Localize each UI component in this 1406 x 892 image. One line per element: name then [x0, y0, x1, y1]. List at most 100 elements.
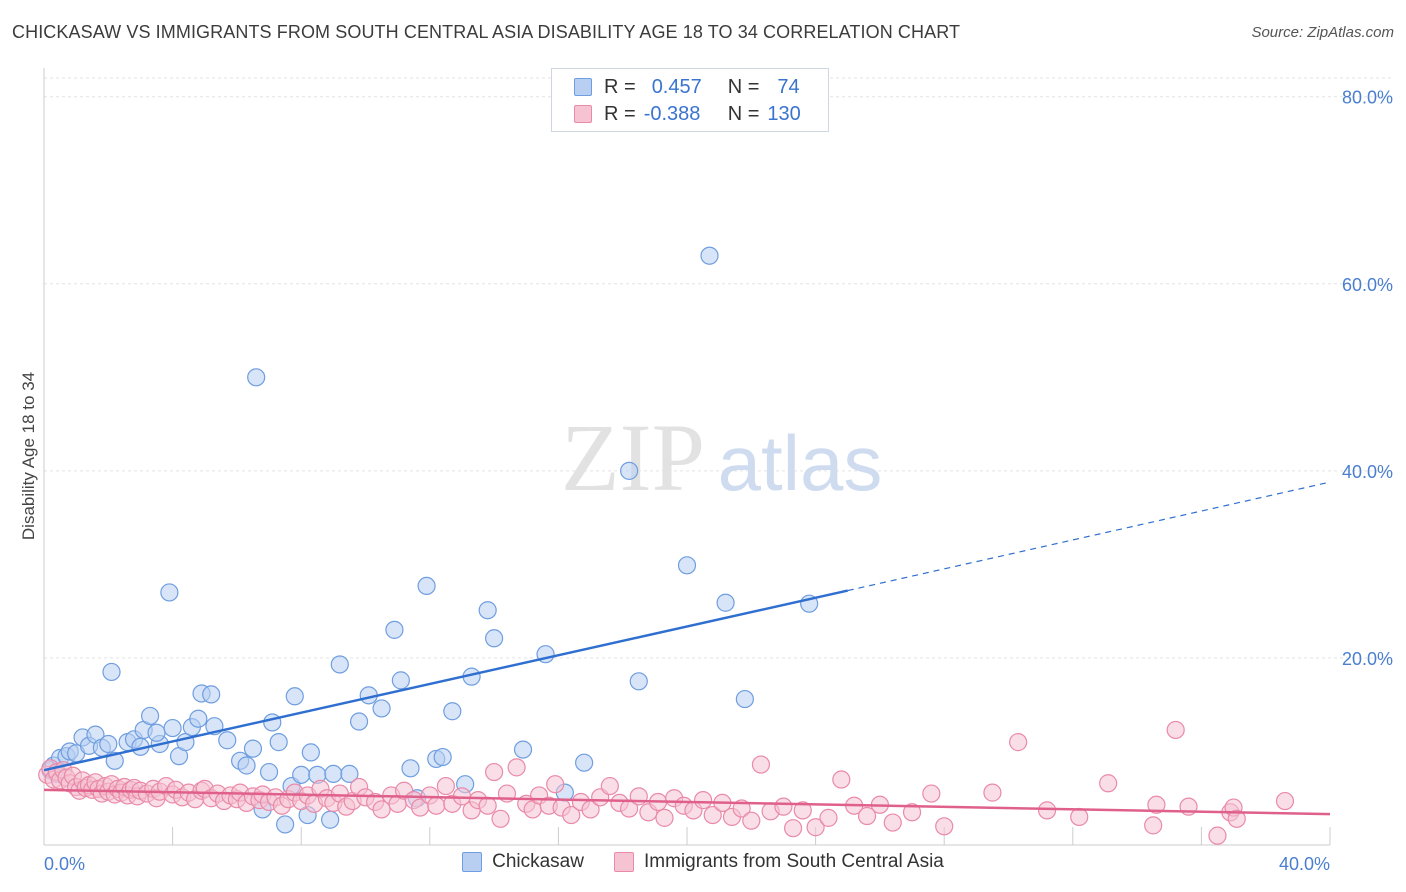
data-point — [1070, 807, 1089, 827]
legend-r-label: R = — [604, 75, 636, 98]
data-point — [857, 806, 877, 826]
data-point — [832, 770, 851, 789]
data-point — [485, 762, 504, 782]
data-point — [1147, 795, 1166, 814]
series-swatch-pink — [613, 852, 634, 872]
grid-lines — [44, 77, 1392, 659]
data-point — [292, 765, 311, 784]
data-point — [513, 740, 533, 759]
data-point — [793, 801, 812, 820]
data-point — [285, 687, 304, 706]
series-legend-chickasaw: Chickasaw — [462, 851, 584, 873]
data-point — [99, 734, 118, 754]
data-point — [189, 709, 208, 728]
data-point — [902, 803, 922, 822]
data-point — [774, 797, 793, 816]
data-point — [417, 576, 436, 596]
data-point — [806, 818, 825, 837]
data-point — [1208, 826, 1227, 845]
data-point — [485, 629, 504, 648]
data-point — [163, 718, 182, 738]
data-point — [269, 733, 288, 752]
data-point — [922, 784, 941, 803]
legend-r-value: -0.388 — [643, 102, 701, 125]
data-point — [883, 813, 902, 832]
data-point — [247, 368, 266, 387]
series-swatch-blue — [462, 852, 483, 872]
chickasaw-trend-line — [43, 589, 849, 772]
data-point — [102, 662, 121, 682]
data-point — [742, 811, 761, 830]
data-point — [427, 796, 446, 815]
data-point — [259, 762, 279, 782]
data-point — [575, 753, 594, 772]
data-point — [620, 461, 639, 480]
data-point — [677, 556, 697, 575]
data-point — [237, 756, 256, 775]
data-point — [324, 764, 343, 784]
tick-labels: 20.0% 40.0% 60.0% 80.0% 0.0% 40.0% — [44, 88, 1393, 874]
data-point — [693, 791, 713, 810]
data-point — [436, 776, 455, 796]
data-point — [276, 815, 295, 834]
watermark: ZIP atlas — [561, 404, 882, 511]
data-point — [783, 819, 803, 838]
immigrants-trend-line — [43, 788, 1331, 816]
legend-n-value: 130 — [767, 102, 801, 125]
data-point — [600, 776, 619, 796]
axes — [43, 68, 1331, 846]
data-point — [433, 747, 452, 767]
data-point — [700, 246, 719, 265]
data-point — [1099, 774, 1118, 793]
data-point — [140, 706, 160, 726]
watermark-zip: ZIP — [561, 404, 705, 511]
data-point — [735, 689, 754, 709]
data-point — [147, 723, 166, 742]
data-point — [562, 805, 581, 825]
data-point — [160, 583, 179, 602]
data-point — [218, 731, 237, 750]
series-name: Chickasaw — [492, 851, 584, 872]
watermark-atlas: atlas — [718, 419, 883, 507]
data-point — [372, 699, 391, 718]
data-point — [546, 775, 565, 794]
data-point — [243, 739, 263, 758]
data-point — [349, 712, 369, 731]
legend-swatch-blue — [574, 78, 592, 96]
x-tick-label: 0.0% — [44, 854, 85, 874]
data-point — [321, 810, 340, 829]
data-point — [202, 685, 221, 704]
source-label: Source: ZipAtlas.com — [1251, 24, 1394, 41]
y-tick-label: 80.0% — [1342, 88, 1393, 108]
legend-n-label: N = — [727, 75, 760, 98]
data-point — [372, 800, 391, 819]
legend-row-chickasaw: R = 0.457 N = 74 — [574, 75, 800, 99]
data-point — [330, 655, 349, 674]
data-point — [491, 809, 510, 828]
data-point — [1227, 809, 1246, 828]
legend-swatch-pink — [574, 105, 592, 123]
legend-r-value: 0.457 — [651, 75, 702, 98]
series-legend: Chickasaw Immigrants from South Central … — [0, 851, 1406, 873]
data-point — [340, 764, 359, 784]
chart-title: CHICKASAW VS IMMIGRANTS FROM SOUTH CENTR… — [12, 22, 961, 42]
chickasaw-trend-extension — [847, 481, 1331, 592]
data-point — [478, 601, 497, 620]
data-point — [478, 796, 497, 815]
legend-r-label: R = — [604, 102, 636, 125]
data-point — [263, 713, 282, 732]
series-legend-immigrants: Immigrants from South Central Asia — [613, 851, 944, 873]
y-axis-label: Disability Age 18 to 34 — [19, 372, 38, 540]
data-point — [703, 805, 722, 825]
data-point — [935, 817, 954, 836]
data-point — [1144, 816, 1163, 835]
x-tick-label: 40.0% — [1279, 854, 1330, 874]
data-point — [629, 672, 648, 691]
data-point — [1166, 720, 1185, 740]
data-point — [507, 758, 526, 777]
trend-lines — [43, 481, 1331, 816]
data-point — [385, 620, 404, 639]
data-point — [1009, 733, 1028, 752]
data-point — [819, 808, 838, 827]
